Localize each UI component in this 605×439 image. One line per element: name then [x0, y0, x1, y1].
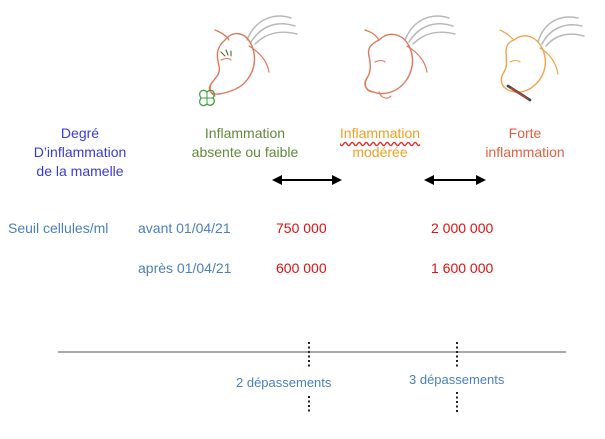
timeline-label-left: 2 dépassements: [236, 375, 332, 390]
threshold-after-high: 1 600 000: [431, 260, 494, 276]
timeline-label-right: 3 dépassements: [409, 372, 505, 387]
column-absent-label: Inflammation absente ou faible: [191, 125, 299, 160]
before-date-label: avant 01/04/21: [138, 220, 231, 236]
after-date-label: après 01/04/21: [138, 260, 232, 276]
goat-healthy-icon: [199, 15, 298, 107]
double-arrow-icon: [424, 175, 486, 185]
column-strong-label: Forte inflammation: [485, 125, 565, 160]
goat-strong-icon: [499, 16, 585, 102]
threshold-before-high: 2 000 000: [431, 220, 494, 236]
threshold-row-label: Seuil cellules/ml: [8, 220, 109, 236]
column-moderate-label: Inflammation modérée: [339, 125, 421, 160]
goat-moderate-icon: [364, 15, 456, 99]
double-arrow-icon: [272, 175, 342, 185]
threshold-before-low: 750 000: [276, 220, 327, 236]
threshold-after-low: 600 000: [276, 260, 327, 276]
degree-label: Degré D’inflammation de la mamelle: [33, 125, 127, 179]
